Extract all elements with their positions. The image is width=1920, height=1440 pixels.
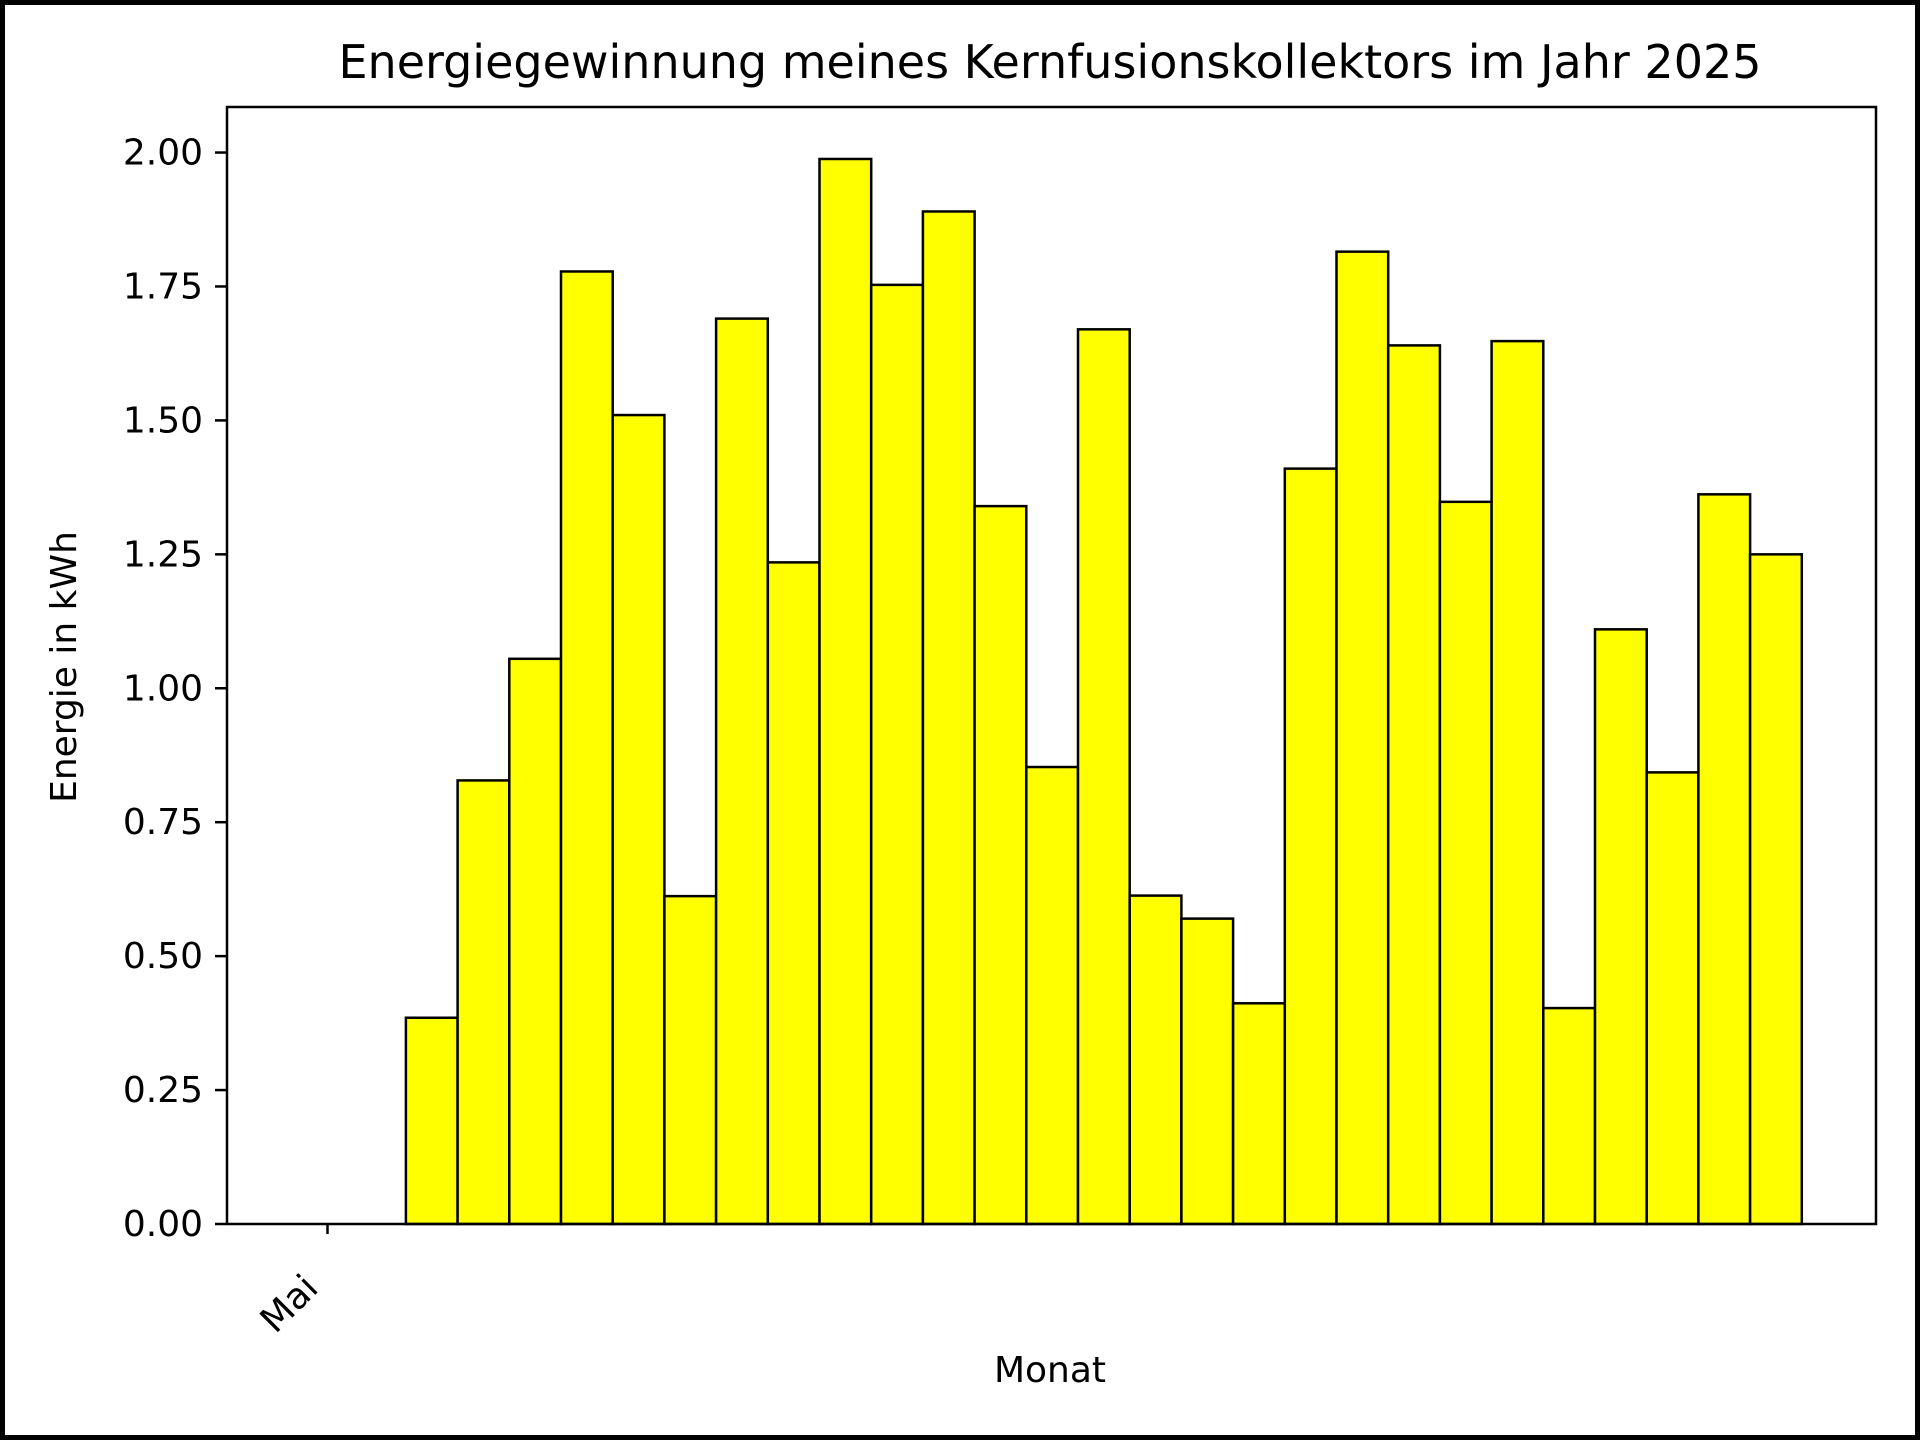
bar [973, 504, 1028, 1226]
y-tick-label: 1.25 [123, 534, 203, 575]
bar [869, 283, 925, 1226]
y-tick-label: 0.50 [123, 936, 203, 977]
bar [404, 1016, 459, 1226]
bar [1180, 917, 1235, 1226]
bar [1025, 765, 1080, 1226]
y-tick-label: 0.00 [123, 1204, 203, 1245]
plot-area-border [225, 105, 1878, 1226]
x-tick-label: Mai [253, 1267, 327, 1341]
bar [1542, 1006, 1597, 1226]
bar [1231, 1002, 1287, 1226]
y-tick-label: 1.50 [123, 400, 203, 441]
y-axis-label: Energie in kWh [44, 531, 85, 803]
y-tick-label: 0.25 [123, 1070, 203, 1111]
bar [1283, 467, 1338, 1226]
x-axis-label: Monat [994, 1350, 1106, 1391]
bar [1076, 328, 1131, 1226]
bar [1593, 628, 1648, 1226]
bar [1645, 771, 1700, 1226]
bar [559, 270, 614, 1226]
bar [663, 894, 718, 1226]
bar [1386, 344, 1442, 1226]
chart-title: Energiegewinnung meines Kernfusionskolle… [338, 35, 1761, 89]
bar [714, 317, 770, 1226]
bar [1490, 339, 1545, 1226]
y-tick-label: 1.75 [123, 266, 203, 307]
bar [1335, 250, 1390, 1226]
bar [1128, 894, 1183, 1226]
bar [611, 413, 666, 1226]
y-axis: 0.00 0.25 0.50 0.75 1.00 1.25 1.50 1.75 2.00 [123, 133, 227, 1245]
bar [1438, 500, 1493, 1226]
bar [1748, 553, 1804, 1226]
bar [921, 210, 976, 1226]
bar [818, 157, 873, 1226]
y-tick-label: 1.00 [123, 668, 203, 709]
bar [456, 779, 511, 1226]
bar [508, 657, 563, 1226]
bar [1697, 493, 1752, 1226]
y-tick-label: 2.00 [123, 133, 203, 174]
bars-group [404, 157, 1804, 1226]
y-tick-label: 0.75 [123, 802, 203, 843]
bar [766, 561, 821, 1226]
